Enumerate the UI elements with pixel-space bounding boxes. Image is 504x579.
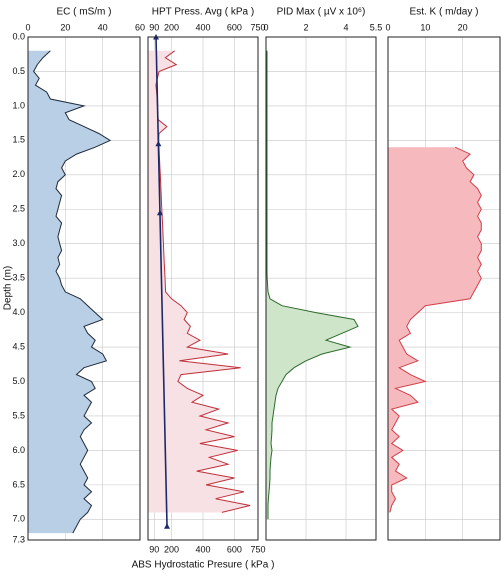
data-line [33,50,112,534]
x-tick-label: 2 [303,22,308,32]
area-fill [148,50,251,513]
data-line [155,50,251,513]
y-tick-label: 5.5 [12,410,25,420]
y-tick-label: 5.0 [12,376,25,386]
y-axis-label: Depth (m) [3,266,14,310]
reference-line [155,36,168,527]
y-tick-label: 7.0 [12,514,25,524]
y-tick-label: 4.0 [12,307,25,317]
x-tick-label: 750 [250,544,265,554]
x-tick-label: 90 [149,544,159,554]
y-tick-label: 6.0 [12,445,25,455]
x-tick-label: 40 [98,22,108,32]
x-tick-label: 0 [25,22,30,32]
y-tick-label: 3.5 [12,273,25,283]
panel-title: PID Max ( µV x 10⁶) [277,7,366,18]
panel-title: EC ( mS/m ) [57,7,112,18]
x-tick-label: 400 [195,22,210,32]
data-line [266,50,359,520]
x-tick-label: 0 [263,22,268,32]
panel-title: Est. K ( m/day ) [410,7,479,18]
x-tick-label: 750 [250,22,265,32]
y-tick-label: 3.0 [12,238,25,248]
panel-frame [387,36,501,541]
panel-frame [147,36,259,541]
reference-marker [155,140,162,147]
x-tick-label: 5.5 [370,22,383,32]
x-tick-label: 20 [60,22,70,32]
y-tick-label: 2.5 [12,204,25,214]
panel-frame [27,36,141,541]
x-tick-label: 200 [164,544,179,554]
x-tick-label: 400 [195,544,210,554]
data-line [389,146,482,513]
y-tick-label: 1.0 [12,100,25,110]
y-tick-label: 7.3 [12,534,25,544]
y-tick-label: 1.5 [12,135,25,145]
x-tick-label: 10 [420,22,430,32]
x-tick-label: 200 [164,22,179,32]
reference-marker [164,523,171,529]
panel-title: HPT Press. Avg ( kPa ) [152,7,254,18]
reference-marker [156,209,163,216]
y-tick-label: 2.0 [12,169,25,179]
y-tick-label: 6.5 [12,479,25,489]
x-tick-label: 60 [135,22,145,32]
x-tick-label: 0 [385,22,390,32]
panel-frame [265,36,377,541]
area-fill [388,147,482,513]
y-tick-label: 0.0 [12,31,25,41]
x-tick-label: 4 [343,22,348,32]
x-tick-label: 600 [227,22,242,32]
x-tick-label: 600 [227,544,242,554]
y-tick-label: 0.5 [12,66,25,76]
x-tick-label: 90 [149,22,159,32]
area-fill [28,50,111,534]
y-tick-label: 4.5 [12,341,25,351]
x-tick-label: 20 [458,22,468,32]
x-axis-label: ABS Hydrostatic Presure ( kPa ) [132,560,275,571]
